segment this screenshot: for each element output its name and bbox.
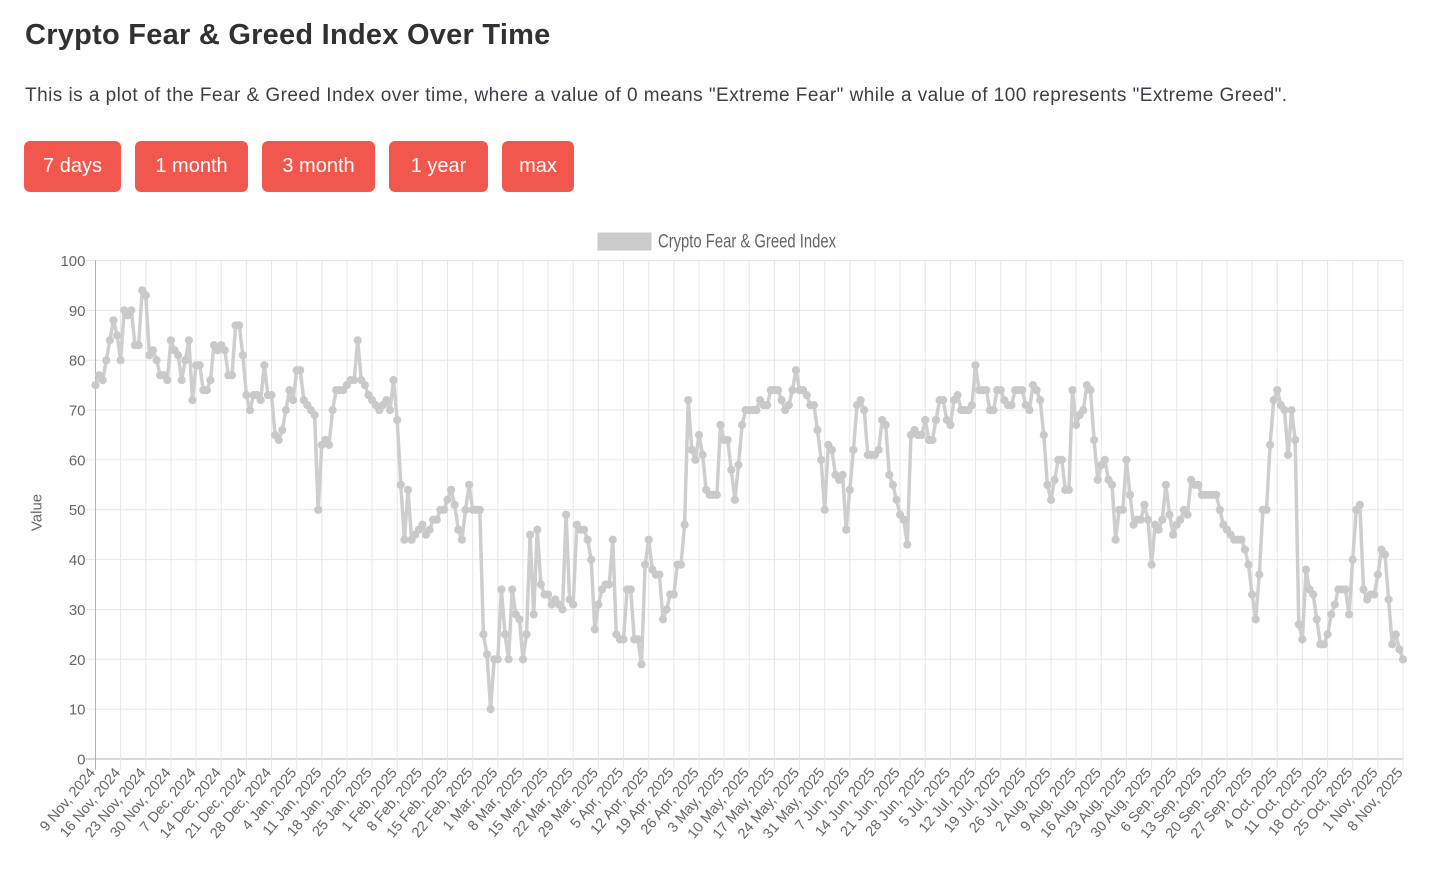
svg-text:50: 50 <box>69 502 86 519</box>
svg-text:60: 60 <box>69 452 86 469</box>
svg-text:Crypto Fear & Greed Index: Crypto Fear & Greed Index <box>658 232 836 253</box>
svg-text:90: 90 <box>69 303 86 320</box>
svg-text:Value: Value <box>29 494 46 531</box>
svg-text:40: 40 <box>69 552 86 569</box>
svg-text:20: 20 <box>69 652 86 669</box>
svg-text:70: 70 <box>69 403 86 420</box>
svg-text:10: 10 <box>69 702 86 719</box>
svg-text:100: 100 <box>60 253 85 270</box>
svg-text:30: 30 <box>69 602 86 619</box>
svg-text:80: 80 <box>69 353 86 370</box>
svg-text:0: 0 <box>77 752 85 769</box>
